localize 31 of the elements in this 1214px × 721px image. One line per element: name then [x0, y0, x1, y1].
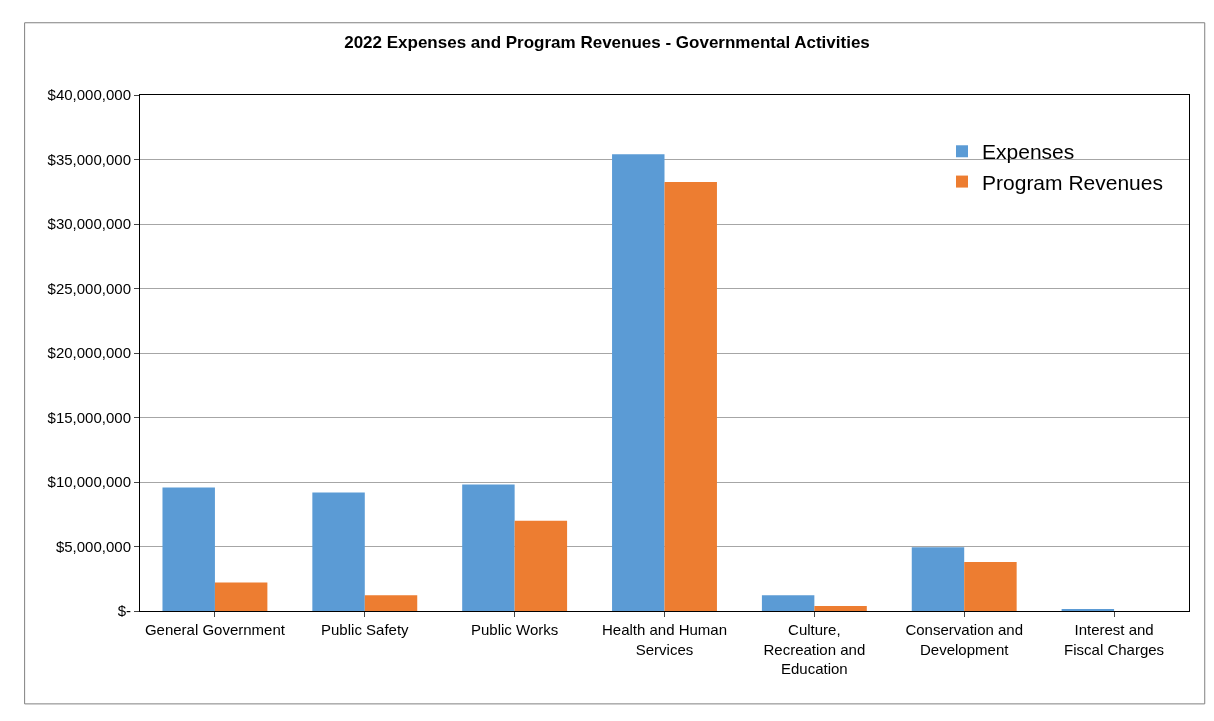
bar	[364, 595, 418, 611]
bar	[162, 487, 215, 611]
y-tick-label: $30,000,000	[47, 215, 131, 233]
bar	[612, 154, 665, 611]
y-tick-label: $5,000,000	[55, 537, 131, 555]
legend-label: Expenses	[982, 140, 1075, 164]
y-tick-label: $15,000,000	[47, 408, 131, 426]
legend-label: Program Revenues	[982, 170, 1163, 194]
y-tick-label: $25,000,000	[47, 279, 131, 297]
x-tick-label: Culture, Recreation and Education	[763, 621, 866, 677]
x-tick-label: Public Works	[471, 621, 559, 638]
y-tick-label: $10,000,000	[47, 473, 131, 491]
bar	[514, 520, 568, 611]
bar	[214, 582, 268, 611]
bar	[462, 484, 515, 611]
x-tick-label: General Government	[144, 621, 286, 638]
y-tick-label: $35,000,000	[47, 150, 131, 168]
bar	[664, 182, 717, 611]
bar	[312, 492, 365, 611]
y-tick-label: $-	[117, 602, 131, 620]
bar	[761, 595, 815, 611]
bar	[911, 547, 965, 611]
x-tick-label: Conservation and Development	[905, 621, 1023, 658]
x-tick-label: Interest and Fiscal Charges	[1064, 621, 1165, 658]
x-tick-label: Health and Human Services	[601, 621, 728, 658]
y-tick-label: $40,000,000	[47, 86, 131, 104]
y-tick-label: $20,000,000	[47, 344, 131, 362]
bar	[814, 605, 867, 611]
chart-title: 2022 Expenses and Program Revenues - Governmental Activities	[344, 32, 870, 52]
x-tick-label: Public Safety	[321, 621, 410, 638]
bar	[964, 561, 1017, 611]
